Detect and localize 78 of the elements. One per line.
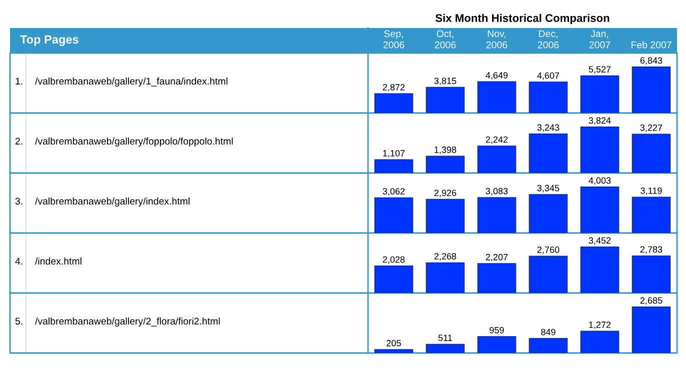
data-label: 3,815 [434, 78, 456, 86]
data-label: 4,649 [486, 72, 508, 80]
bar [632, 255, 671, 293]
bar [632, 306, 671, 353]
data-label: 2,028 [382, 256, 405, 264]
bar [580, 330, 620, 353]
bar [477, 336, 516, 353]
data-label: 4,003 [588, 177, 611, 185]
data-label: 4,607 [537, 72, 560, 80]
data-label: 2,268 [434, 253, 456, 261]
text: 3. [15, 198, 22, 205]
bar [528, 134, 568, 173]
bar [580, 126, 620, 173]
bar [374, 197, 414, 233]
data-label: 3,083 [486, 188, 508, 196]
data-label: 5,527 [588, 66, 611, 74]
data-label: 2,685 [640, 297, 662, 305]
x-tick-label: Jan, 2007 [589, 30, 610, 48]
data-label: 1,272 [589, 322, 611, 330]
data-label: 2,872 [382, 84, 405, 92]
text: 2. [15, 138, 22, 145]
bar [426, 262, 465, 293]
bar [632, 196, 671, 233]
data-label: 3,824 [588, 117, 611, 125]
bar [477, 81, 516, 113]
data-label: 2,207 [486, 254, 508, 262]
data-label: 1,398 [434, 146, 456, 154]
data-label: 511 [438, 334, 452, 342]
data-label: 3,227 [640, 124, 662, 132]
bar [580, 246, 620, 293]
y-axis-title: /valbrembanaweb/gallery/index.html [35, 197, 190, 207]
data-label: 2,783 [640, 246, 662, 254]
y-axis-title: /valbrembanaweb/gallery/foppolo/foppolo.html [35, 137, 233, 147]
y-axis-title: /valbrembanaweb/gallery/2_flora/fiori2.html [35, 317, 220, 327]
bar [477, 197, 516, 233]
x-tick-label: Dec, 2006 [538, 30, 559, 48]
bar [580, 186, 620, 233]
data-label: 3,062 [382, 188, 405, 196]
bar [426, 156, 465, 173]
bar [374, 349, 414, 353]
bar [477, 263, 516, 293]
text: 5. [15, 318, 22, 325]
data-label: 205 [386, 340, 401, 346]
bar [632, 134, 671, 173]
text: 4. [15, 258, 22, 265]
data-label: 3,119 [640, 187, 662, 195]
data-label: 2,242 [486, 136, 508, 144]
data-label: 2,760 [537, 246, 560, 254]
bar [477, 146, 516, 173]
y-axis-title: /index.html [35, 257, 82, 265]
data-label: 6,843 [640, 57, 662, 65]
x-tick-label: Sep, 2006 [383, 30, 404, 48]
data-label: 3,243 [537, 124, 560, 132]
data-label: 1,107 [383, 150, 405, 158]
bar [426, 86, 465, 113]
x-tick-label: Feb 2007 [632, 41, 672, 48]
bar [528, 82, 568, 113]
bar [374, 93, 414, 113]
bar [374, 159, 414, 173]
bar [632, 66, 671, 113]
y-axis-title: /valbrembanaweb/gallery/1_fauna/index.html [35, 77, 228, 87]
bar [528, 194, 568, 233]
data-label: 2,926 [434, 190, 456, 198]
x-tick-label: Nov, 2006 [486, 30, 508, 48]
text: 1. [16, 78, 22, 85]
bar [426, 198, 465, 233]
bar [374, 266, 414, 293]
bar [580, 75, 620, 113]
text: Top Pages [20, 35, 78, 46]
data-label: 959 [490, 326, 504, 334]
x-tick-label: Oct, 2006 [434, 30, 456, 48]
data-label: 849 [541, 328, 556, 336]
bar [426, 344, 465, 353]
data-label: 3,345 [537, 184, 560, 192]
data-label: 3,452 [588, 237, 611, 245]
bar [528, 338, 568, 353]
bar [528, 256, 568, 293]
chart-title: Six Month Historical Comparison [435, 14, 610, 24]
